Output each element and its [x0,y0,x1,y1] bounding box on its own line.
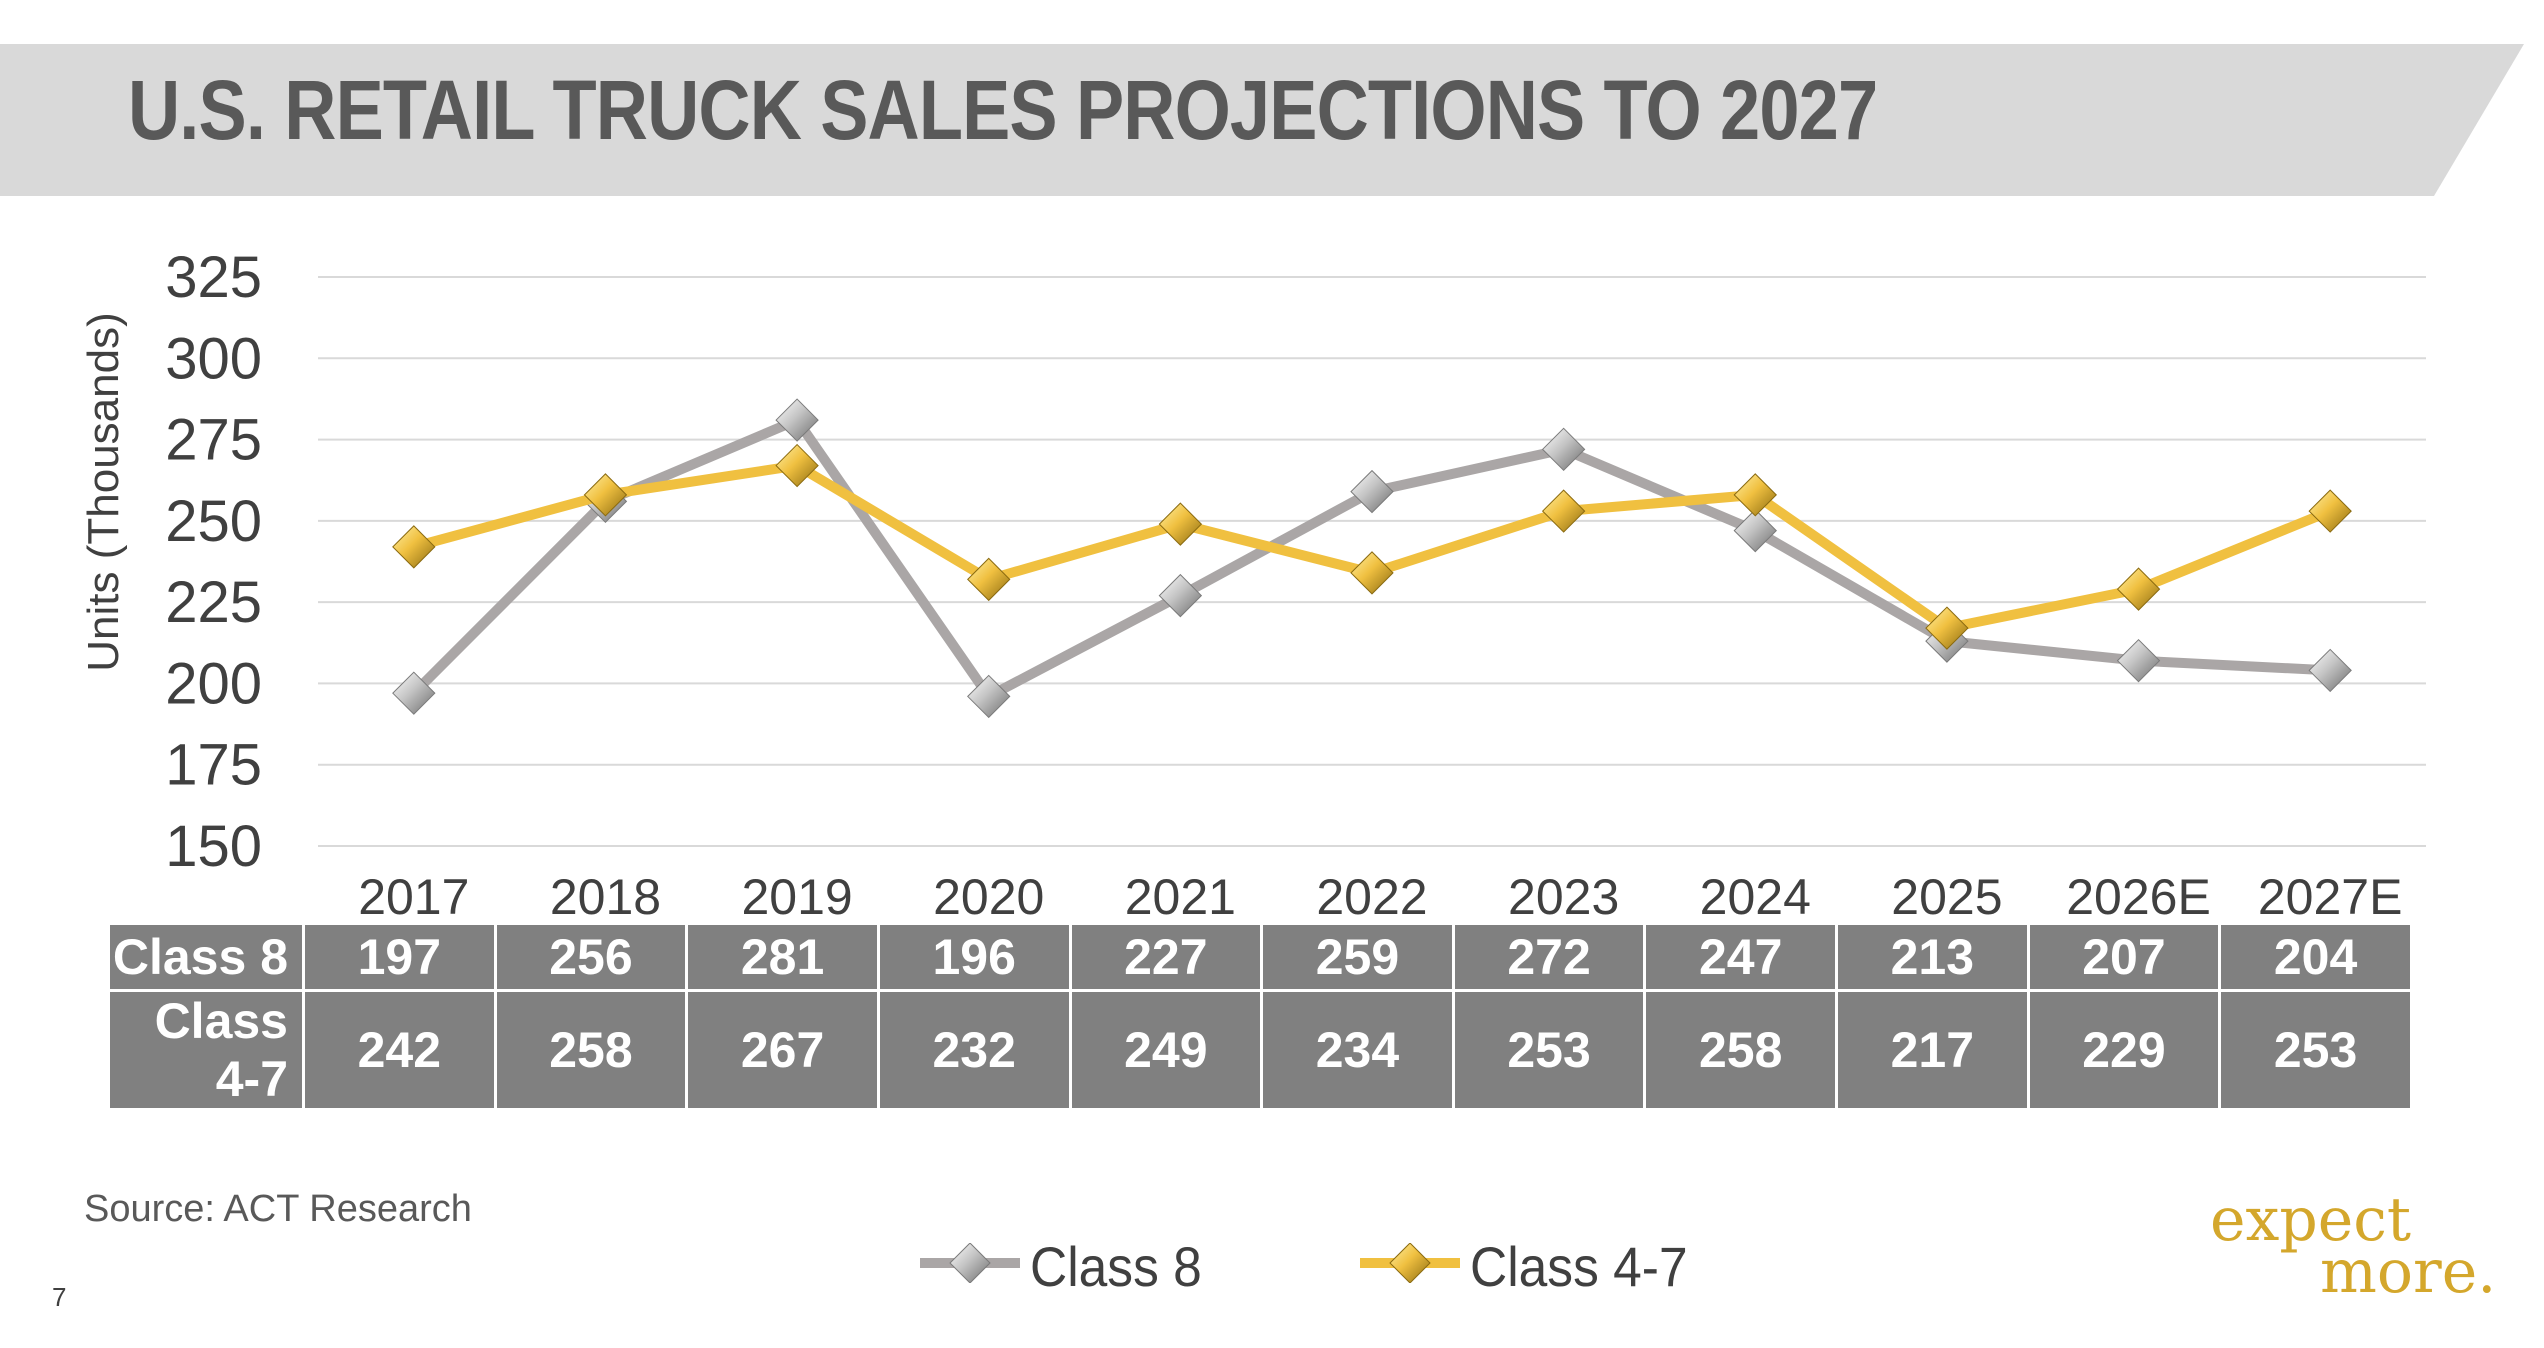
data-point [2116,638,2161,683]
table-cell: 196 [876,922,1072,992]
logo-line-2: more. [2320,1237,2497,1307]
company-logo: expect more. [2210,1185,2510,1307]
x-tick-label: 2017 [358,869,469,925]
table-cell: 232 [876,989,1072,1111]
x-tick-label: 2018 [550,869,661,925]
table-cell: 217 [1835,989,2030,1111]
logo-line-1: expect [2210,1185,2411,1255]
table-cell: 204 [2218,922,2413,992]
table-cell: 242 [302,989,497,1111]
table-row: Class 8 197 256 281 196 227 259 272 247 213 207 204 [107,922,2413,992]
data-point [392,671,436,715]
data-point [2308,489,2352,533]
data-point [583,473,628,517]
series-class-4-7 [392,443,2352,650]
y-tick-label: 225 [165,570,262,635]
slide-title: U.S. RETAIL TRUCK SALES PROJECTIONS TO 2… [128,63,1878,157]
data-point [1925,606,1969,650]
data-point [1541,489,1586,533]
data-point [967,674,1011,719]
data-point [1350,469,1394,514]
data-point [2308,648,2352,693]
x-tick-label: 2023 [1508,869,1619,925]
data-point [1541,427,1586,472]
y-tick-label: 325 [165,245,262,310]
table-row: Class 4-7 242 258 267 232 249 234 253 258 217 229 2… [107,989,2413,1111]
table-cell: 253 [1451,989,1647,1111]
table-cell: 281 [685,922,880,992]
data-point [2116,567,2161,611]
data-table: Class 8 197 256 281 196 227 259 272 247 213 207 204… [107,922,2413,1111]
table-cell: 229 [2026,989,2222,1111]
legend-marker-silver [920,1243,1020,1283]
page-number: 7 [52,1282,67,1312]
y-axis-label: Units (Thousands) [79,312,128,671]
data-point [392,525,436,569]
data-point [1733,508,1777,553]
x-tick-label: 2024 [1700,869,1811,925]
table-cell: 234 [1260,989,1455,1111]
data-point [775,398,819,442]
table-cell: 249 [1068,989,1264,1111]
y-tick-label: 275 [165,408,262,473]
x-tick-label: 2022 [1316,869,1427,925]
x-tick-label: 2020 [933,869,1044,925]
table-cell: 258 [1643,989,1838,1111]
y-tick-label: 200 [165,651,262,716]
data-point [1158,573,1203,618]
table-cell: 197 [302,922,497,992]
table-cell: 227 [1068,922,1264,992]
x-tick-label: 2021 [1125,869,1236,925]
y-tick-label: 250 [165,489,262,554]
series-class-8 [392,398,2352,719]
table-cell: 258 [493,989,689,1111]
table-row-label: Class 4-7 [107,989,305,1111]
table-cell: 256 [493,922,689,992]
table-cell: 207 [2026,922,2222,992]
data-point [775,443,819,488]
x-tick-label: 2027E [2258,869,2403,925]
source-note: Source: ACT Research [84,1188,472,1230]
table-cell: 267 [685,989,880,1111]
y-tick-label: 175 [165,733,262,798]
data-point [1733,473,1777,517]
legend-label: Class 8 [1030,1235,1202,1298]
x-tick-label: 2026E [2066,869,2211,925]
legend-marker-gold [1360,1243,1460,1283]
table-cell: 272 [1451,922,1647,992]
x-tick-label: 2019 [741,869,852,925]
table-cell: 253 [2218,989,2413,1111]
y-tick-label: 150 [165,814,262,879]
legend-label: Class 4-7 [1470,1235,1688,1298]
title-banner [0,44,2524,196]
table-cell: 247 [1643,922,1838,992]
table-cell: 213 [1835,922,2030,992]
data-point [1350,551,1394,595]
x-tick-label: 2025 [1891,869,2002,925]
data-point [1158,502,1203,546]
table-cell: 259 [1260,922,1455,992]
table-row-label: Class 8 [107,922,305,992]
y-tick-label: 300 [165,326,262,391]
data-point [967,557,1011,602]
